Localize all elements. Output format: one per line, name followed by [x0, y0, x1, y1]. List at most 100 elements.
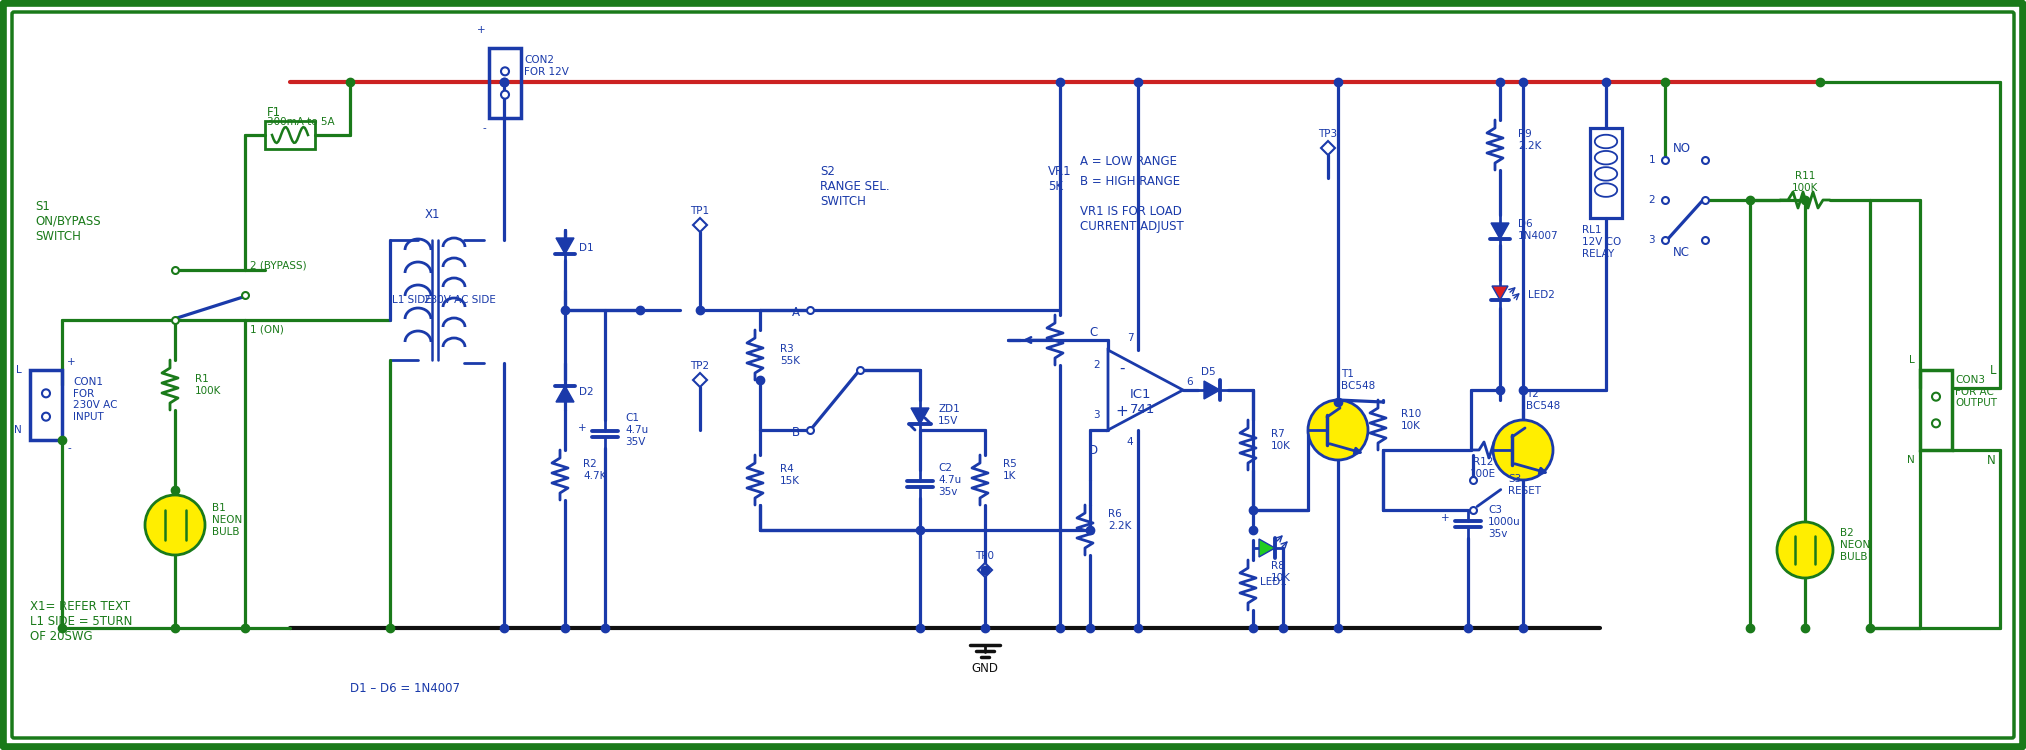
Bar	[30, 370, 63, 440]
Text: GND: GND	[972, 662, 999, 674]
Text: 3: 3	[1094, 410, 1100, 420]
Text: D1 – D6 = 1N4007: D1 – D6 = 1N4007	[350, 682, 460, 694]
Circle shape	[1933, 419, 1941, 428]
Circle shape	[1933, 393, 1941, 400]
Text: 300mA to 5A: 300mA to 5A	[267, 117, 334, 127]
Text: 7: 7	[1126, 333, 1133, 343]
Text: 2: 2	[1094, 360, 1100, 370]
Text: C3
1000u
35v: C3 1000u 35v	[1487, 506, 1522, 538]
Text: S1
ON/BYPASS
SWITCH: S1 ON/BYPASS SWITCH	[34, 200, 101, 243]
Circle shape	[1777, 522, 1834, 578]
Text: X1= REFER TEXT
L1 SIDE = 5TURN
OF 20SWG: X1= REFER TEXT L1 SIDE = 5TURN OF 20SWG	[30, 600, 132, 643]
Text: 230V AC SIDE: 230V AC SIDE	[423, 295, 496, 305]
Text: A: A	[792, 307, 800, 320]
Text: C: C	[1090, 326, 1098, 338]
Text: R12
100E: R12 100E	[1471, 458, 1495, 478]
Circle shape	[500, 91, 509, 99]
Text: D5: D5	[1201, 367, 1216, 377]
Text: S3
RESET: S3 RESET	[1507, 474, 1542, 496]
Circle shape	[43, 389, 51, 398]
Text: C1
4.7u
35V: C1 4.7u 35V	[624, 413, 648, 446]
Text: R11
100K: R11 100K	[1791, 171, 1817, 193]
Text: IC1
741: IC1 741	[1131, 388, 1155, 416]
Text: TP2: TP2	[691, 361, 709, 371]
Circle shape	[43, 413, 51, 421]
Text: B2
NEON
BULB: B2 NEON BULB	[1840, 529, 1870, 562]
Text: N: N	[1906, 455, 1915, 465]
Text: CON1
FOR
230V AC
INPUT: CON1 FOR 230V AC INPUT	[73, 377, 118, 422]
Text: A = LOW RANGE: A = LOW RANGE	[1080, 155, 1177, 168]
Text: 1 (ON): 1 (ON)	[249, 325, 284, 335]
Text: R6
2.2K: R6 2.2K	[1108, 509, 1131, 531]
Text: RL1
12V CO
RELAY: RL1 12V CO RELAY	[1582, 226, 1621, 259]
Text: C2
4.7u
35v: C2 4.7u 35v	[938, 464, 960, 496]
Text: TP0: TP0	[975, 551, 995, 561]
Text: CON3
FOR AC
OUTPUT: CON3 FOR AC OUTPUT	[1955, 375, 1998, 408]
Text: 3: 3	[1649, 235, 1655, 245]
Polygon shape	[555, 238, 573, 254]
Text: R8
10K: R8 10K	[1270, 561, 1291, 583]
Text: TP3: TP3	[1319, 129, 1337, 139]
Text: NO: NO	[1673, 142, 1692, 154]
Text: VR1
5K: VR1 5K	[1047, 165, 1072, 193]
Text: 1: 1	[1649, 155, 1655, 165]
Text: +: +	[1116, 404, 1128, 419]
Polygon shape	[555, 386, 573, 402]
Text: R9
2.2K: R9 2.2K	[1517, 129, 1542, 151]
Polygon shape	[1258, 539, 1274, 557]
Text: ZD1
15V: ZD1 15V	[938, 404, 960, 426]
Text: VR1 IS FOR LOAD
CURRENT ADJUST: VR1 IS FOR LOAD CURRENT ADJUST	[1080, 205, 1183, 233]
Text: B = HIGH RANGE: B = HIGH RANGE	[1080, 175, 1179, 188]
Polygon shape	[1491, 223, 1509, 239]
Text: LED1: LED1	[1260, 577, 1287, 587]
Text: R10
10K: R10 10K	[1402, 410, 1422, 430]
Text: D2: D2	[579, 387, 594, 397]
Text: L: L	[1990, 364, 1996, 376]
Text: D6
1N4007: D6 1N4007	[1517, 219, 1558, 241]
Text: -: -	[482, 123, 486, 133]
Text: B: B	[792, 427, 800, 439]
Text: N: N	[14, 425, 22, 435]
Text: 4: 4	[1126, 437, 1133, 447]
Text: R7
10K: R7 10K	[1270, 429, 1291, 451]
Text: L: L	[1908, 355, 1915, 365]
Text: T1
BC548: T1 BC548	[1341, 369, 1376, 391]
Text: D: D	[1088, 443, 1098, 457]
Text: +: +	[577, 423, 588, 433]
Text: 2: 2	[1649, 195, 1655, 205]
Text: R2
4.7K: R2 4.7K	[583, 459, 606, 481]
Text: -: -	[67, 443, 71, 453]
Text: L: L	[16, 365, 22, 375]
Text: 6: 6	[1185, 377, 1193, 387]
Polygon shape	[1203, 381, 1220, 399]
Polygon shape	[1491, 286, 1507, 300]
Text: R5
1K: R5 1K	[1003, 459, 1017, 481]
Text: LED2: LED2	[1528, 290, 1554, 300]
Text: B1
NEON
BULB: B1 NEON BULB	[213, 503, 243, 536]
Text: N: N	[1988, 454, 1996, 466]
Text: 2 (BYPASS): 2 (BYPASS)	[249, 260, 306, 270]
Text: R4
15K: R4 15K	[780, 464, 800, 486]
Text: L1 SIDE: L1 SIDE	[393, 295, 432, 305]
Text: TP1: TP1	[691, 206, 709, 216]
Text: -: -	[1118, 361, 1124, 376]
Text: +: +	[67, 357, 75, 367]
Text: +: +	[478, 25, 486, 35]
Bar	[1921, 370, 1951, 450]
Text: NC: NC	[1673, 245, 1690, 259]
Text: X1: X1	[423, 209, 440, 221]
Text: D1: D1	[579, 243, 594, 253]
Circle shape	[1309, 400, 1368, 460]
Polygon shape	[912, 408, 930, 424]
Text: +: +	[1440, 513, 1451, 523]
Circle shape	[146, 495, 205, 555]
Text: R3
55K: R3 55K	[780, 344, 800, 366]
Text: T2
BC548: T2 BC548	[1526, 389, 1560, 411]
Text: CON2
FOR 12V: CON2 FOR 12V	[525, 55, 569, 76]
Text: F1: F1	[267, 106, 282, 118]
Circle shape	[1493, 420, 1554, 480]
Circle shape	[500, 68, 509, 75]
Bar	[1590, 128, 1623, 218]
Bar	[488, 48, 521, 118]
Text: R1
100K: R1 100K	[194, 374, 221, 396]
